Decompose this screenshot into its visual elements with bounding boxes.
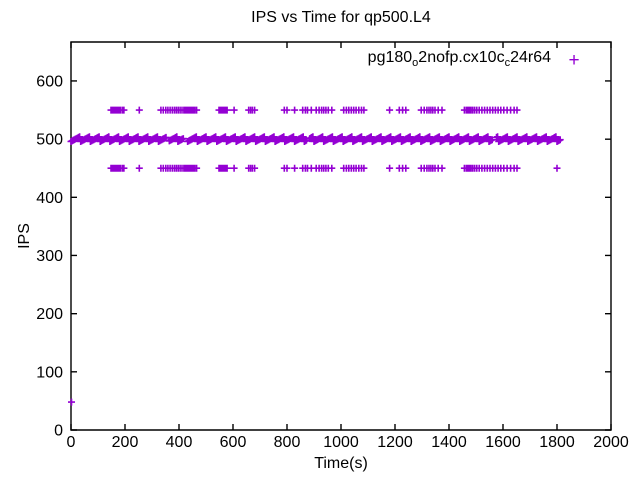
- x-axis-label: Time(s): [314, 455, 368, 472]
- y-tick-label: 300: [36, 248, 63, 265]
- legend-text-sub2: c: [504, 57, 511, 70]
- legend-text-part1: pg180: [367, 49, 413, 66]
- x-tick-label: 400: [166, 434, 193, 451]
- y-tick-label: 100: [36, 364, 63, 381]
- axis-ticks: [70, 42, 612, 431]
- x-tick-label: 1000: [323, 434, 359, 451]
- x-tick-label: 1200: [377, 434, 413, 451]
- x-tick-label: 200: [112, 434, 139, 451]
- legend-text-part3: 24r64: [510, 49, 551, 66]
- x-tick-label: 1400: [431, 434, 467, 451]
- y-tick-label: 500: [36, 132, 63, 149]
- legend-text-part2: 2nofp.cx10c: [418, 49, 505, 66]
- series-points-pg180_o2nofp.cx10c_c24r64: [67, 106, 564, 406]
- y-axis-label: IPS: [16, 223, 33, 249]
- y-tick-label: 600: [36, 73, 63, 90]
- x-tick-label: 2000: [593, 434, 629, 451]
- y-tick-label: 0: [54, 423, 63, 440]
- legend-text-sub1: o: [412, 57, 419, 70]
- x-tick-label: 600: [220, 434, 247, 451]
- x-tick-label: 1800: [539, 434, 575, 451]
- y-tick-label: 200: [36, 306, 63, 323]
- legend-plus-marker: +: [568, 50, 580, 72]
- legend-series-label: pg180o2nofp.cx10cc24r64: [368, 48, 551, 73]
- x-tick-label: 1600: [485, 434, 521, 451]
- y-tick-label: 400: [36, 190, 63, 207]
- x-tick-label: 800: [274, 434, 301, 451]
- legend: pg180o2nofp.cx10cc24r64 +: [368, 48, 584, 73]
- plot-border: [70, 41, 612, 431]
- x-tick-label: 0: [67, 434, 76, 451]
- chart-title: IPS vs Time for qp500.L4: [251, 9, 431, 26]
